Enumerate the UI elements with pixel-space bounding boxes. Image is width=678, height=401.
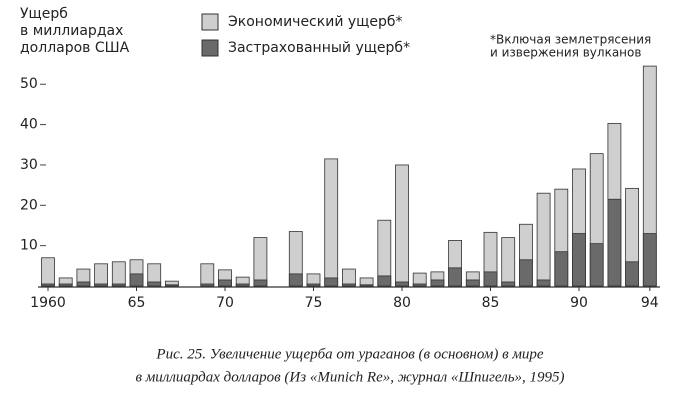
bar <box>483 271 498 287</box>
bar <box>253 279 268 287</box>
bar <box>377 275 392 287</box>
bar <box>589 243 604 287</box>
bar <box>642 233 657 287</box>
y-axis-label: в миллиардах <box>20 23 123 39</box>
bar <box>607 198 622 287</box>
bar <box>147 281 162 287</box>
annotation: *Включая землетрясения <box>490 33 651 47</box>
legend-swatch <box>201 13 219 31</box>
bar <box>412 283 427 287</box>
bar <box>341 283 356 287</box>
bar <box>41 257 55 287</box>
bar <box>395 281 409 287</box>
bar <box>501 237 516 287</box>
y-tick-label: 20 <box>20 197 38 213</box>
bar <box>359 284 374 287</box>
bar <box>572 233 586 287</box>
y-axis-label: Ущерб <box>20 6 68 22</box>
bar <box>324 158 339 287</box>
bar <box>94 263 108 287</box>
bar <box>111 261 126 287</box>
caption-line: Рис. 25. Увеличение ущерба от ураганов (… <box>155 346 544 362</box>
x-tick-label: 85 <box>482 295 500 311</box>
bar <box>200 263 215 287</box>
bar <box>465 279 480 287</box>
bar <box>501 281 516 287</box>
bar <box>536 192 551 287</box>
bar <box>448 267 463 287</box>
legend-label: Застрахованный ущерб* <box>228 40 410 56</box>
bar <box>324 277 339 287</box>
bar <box>288 273 303 287</box>
caption-line: в миллиардах долларов (Из «Munich Re», ж… <box>135 369 564 385</box>
bar <box>41 283 55 287</box>
bar <box>218 279 232 287</box>
legend-label: Экономический ущерб* <box>228 14 402 30</box>
bar <box>519 259 533 287</box>
bar <box>94 283 108 287</box>
y-axis-label: долларов США <box>20 40 130 56</box>
legend-swatch <box>201 39 219 57</box>
bar <box>554 251 569 287</box>
bar <box>200 283 215 287</box>
y-tick-label: 10 <box>20 238 38 254</box>
y-tick-label: 50 <box>20 76 38 92</box>
x-tick-label: 70 <box>216 295 234 311</box>
x-tick-label: 94 <box>641 295 659 311</box>
x-tick-label: 90 <box>570 295 588 311</box>
bar <box>625 261 639 287</box>
bar <box>58 283 73 287</box>
bar <box>76 281 91 287</box>
x-tick-label: 75 <box>305 295 323 311</box>
bar <box>253 237 268 287</box>
y-tick-label: 30 <box>20 157 38 173</box>
annotation: и извержения вулканов <box>490 46 641 60</box>
x-tick-label: 1960 <box>30 295 66 311</box>
bar <box>129 273 144 287</box>
x-tick-label: 65 <box>128 295 146 311</box>
bar <box>341 268 356 287</box>
x-tick-label: 80 <box>393 295 411 311</box>
bar <box>536 279 551 287</box>
bar <box>306 283 321 287</box>
bar <box>430 279 445 287</box>
bar <box>111 283 126 287</box>
y-tick-label: 40 <box>20 117 38 133</box>
bar <box>235 283 250 287</box>
bar <box>164 284 179 287</box>
bar <box>395 164 409 287</box>
